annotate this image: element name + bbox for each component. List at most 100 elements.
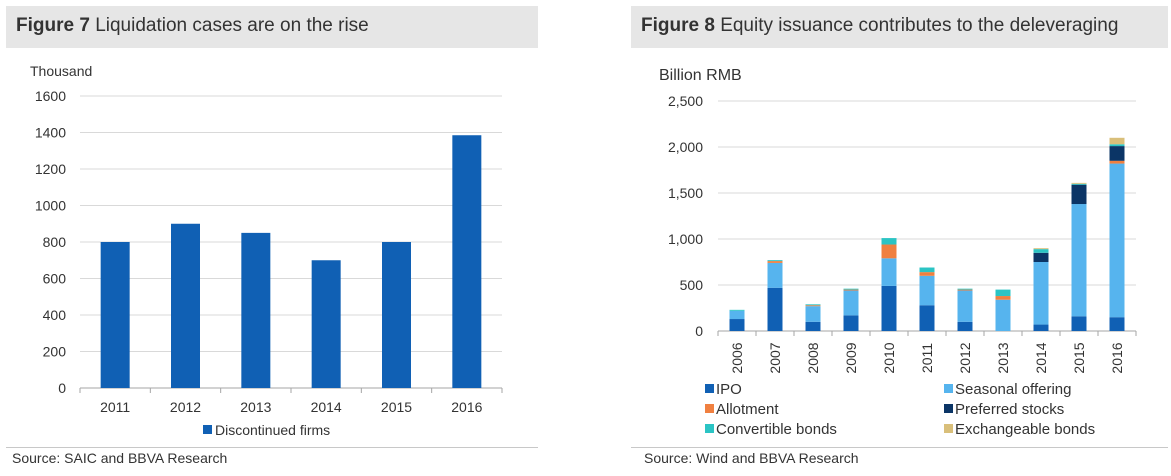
figure-7-source-divider (6, 447, 538, 448)
bar-2009-seasonal-offering (843, 290, 859, 316)
bar-2010-seasonal-offering (881, 258, 897, 286)
bar-2015-preferred-stocks (1071, 184, 1087, 205)
figure-7-panel: Figure 7 Liquidation cases are on the ri… (0, 0, 545, 476)
y-tick-label: 2,000 (668, 139, 703, 155)
legend-label-ipo: IPO (716, 381, 742, 398)
bar-2014-preferred-stocks (1033, 252, 1049, 262)
legend-swatch-allotment (705, 404, 714, 413)
bar-2011-allotment (919, 272, 935, 276)
bar-2006-convertible-bonds (729, 309, 745, 311)
x-tick-label: 2006 (729, 342, 745, 373)
bar-2016-allotment (1109, 160, 1125, 164)
bar-2016-preferred-stocks (1109, 146, 1125, 161)
bar-2006-ipo (729, 319, 745, 331)
y-tick-label: 1,000 (668, 231, 703, 247)
y-tick-label: 2,500 (668, 93, 703, 109)
y-axis-title: Billion RMB (659, 67, 742, 84)
figure-8-panel: Figure 8 Equity issuance contributes to … (628, 0, 1171, 476)
legend-label-preferred-stocks: Preferred stocks (955, 401, 1064, 418)
bar-2014-ipo (1033, 324, 1049, 331)
figure-8-source-divider (631, 447, 1168, 448)
bar-2008-allotment (805, 305, 821, 307)
bar-2016-seasonal-offering (1109, 163, 1125, 318)
x-tick-label: 2009 (843, 342, 859, 373)
bar-2009-allotment (843, 289, 859, 291)
x-tick-label: 2011 (100, 399, 130, 415)
x-tick-label: 2012 (957, 342, 973, 373)
bar-2012 (171, 223, 200, 388)
x-tick-label: 2016 (451, 399, 482, 415)
y-tick-label: 1000 (35, 198, 66, 214)
bar-2012-allotment (957, 289, 973, 291)
bar-2015-ipo (1071, 316, 1087, 331)
figure-7-title-bar: Figure 7 Liquidation cases are on the ri… (6, 6, 538, 48)
bar-2014-convertible-bonds (1033, 249, 1049, 253)
bar-2007-seasonal-offering (767, 262, 783, 288)
bar-2010-convertible-bonds (881, 238, 897, 245)
bar-2010-ipo (881, 285, 897, 331)
legend-label-allotment: Allotment (716, 401, 779, 418)
y-tick-label: 1200 (35, 161, 66, 177)
legend-swatch-exchangeable-bonds (944, 424, 953, 433)
y-tick-label: 0 (695, 323, 703, 339)
y-tick-label: 1400 (35, 125, 66, 141)
legend-swatch-discontinued-firms (203, 425, 212, 434)
x-tick-label: 2013 (240, 399, 271, 415)
bar-2014-seasonal-offering (1033, 262, 1049, 325)
equity-issuance-stacked-chart: 0 500 1,000 1,500 2,000 2,500 Billion RMB 2006 2… (659, 67, 1137, 438)
legend-label-discontinued-firms: Discontinued firms (215, 422, 330, 438)
legend-label-seasonal-offering: Seasonal offering (955, 381, 1071, 398)
bar-2011-seasonal-offering (919, 275, 935, 306)
x-tick-label: 2013 (995, 342, 1011, 373)
figure-7-title: Liquidation cases are on the rise (95, 15, 369, 36)
legend-swatch-ipo (705, 384, 714, 393)
x-tick-label: 2011 (919, 343, 935, 373)
bar-2011-ipo (919, 305, 935, 331)
y-axis-title: Thousand (30, 63, 92, 79)
bar-2008-convertible-bonds (805, 304, 821, 306)
figure-8-number: Figure 8 (641, 15, 715, 36)
legend-label-exchangeable-bonds: Exchangeable bonds (955, 421, 1095, 438)
bar-2016-exchangeable-bonds (1109, 137, 1125, 145)
bar-2011 (100, 242, 130, 388)
y-tick-label: 800 (43, 234, 67, 250)
figure-7-source: Source: SAIC and BBVA Research (12, 450, 228, 466)
bar-2007-convertible-bonds (767, 260, 783, 262)
bar-2010-allotment (881, 244, 897, 259)
bar-2012-convertible-bonds (957, 288, 973, 290)
bar-2015-seasonal-offering (1071, 204, 1087, 317)
bar-2015-convertible-bonds (1071, 183, 1087, 185)
legend-swatch-preferred-stocks (944, 404, 953, 413)
bar-2016-ipo (1109, 317, 1125, 331)
bar-2016-convertible-bonds (1109, 144, 1125, 147)
bar-2015 (382, 242, 411, 388)
bar-2008-ipo (805, 321, 821, 331)
bar-2012-ipo (957, 321, 973, 331)
y-tick-label: 1600 (35, 88, 66, 104)
bar-2007-allotment (767, 261, 783, 263)
x-tick-label: 2010 (881, 342, 897, 373)
liquidation-bar-chart: 0 200 400 600 800 1000 1200 1400 1600 Thousand 201… (30, 63, 503, 438)
bar-2013-convertible-bonds (995, 289, 1011, 297)
y-tick-label: 200 (43, 344, 67, 360)
x-tick-label: 2012 (170, 399, 201, 415)
x-tick-label: 2016 (1109, 342, 1125, 373)
bar-2009-ipo (843, 315, 859, 331)
figure-8-title-bar: Figure 8 Equity issuance contributes to … (631, 6, 1168, 48)
y-tick-label: 1,500 (668, 185, 703, 201)
legend-label-convertible-bonds: Convertible bonds (716, 421, 837, 438)
bar-2011-convertible-bonds (919, 267, 935, 273)
figure-8-source: Source: Wind and BBVA Research (644, 450, 859, 466)
bar-2013-allotment (995, 296, 1011, 300)
legend-swatch-seasonal-offering (944, 384, 953, 393)
figure-8-title: Equity issuance contributes to the delev… (720, 15, 1119, 36)
bar-2009-convertible-bonds (843, 288, 859, 290)
y-tick-label: 600 (43, 271, 67, 287)
x-tick-label: 2014 (1033, 342, 1049, 373)
bar-2016 (452, 135, 482, 388)
x-tick-label: 2007 (767, 342, 783, 373)
x-tick-label: 2008 (805, 342, 821, 373)
y-tick-label: 500 (680, 277, 704, 293)
bar-2015-exchangeable-bonds (1071, 182, 1087, 184)
y-tick-label: 400 (43, 307, 67, 323)
